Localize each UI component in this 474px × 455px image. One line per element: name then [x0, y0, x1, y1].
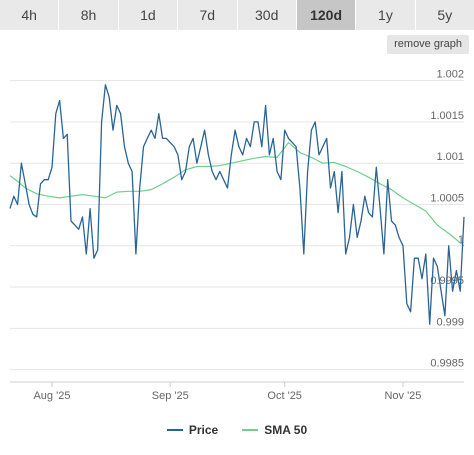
y-tick-label: 1.001: [436, 151, 464, 163]
legend-swatch: [166, 429, 183, 431]
tab-120d[interactable]: 120d: [296, 0, 357, 30]
y-tick-label: 1.002: [436, 69, 464, 81]
tab-8h[interactable]: 8h: [59, 0, 119, 30]
series-lines: [9, 84, 465, 325]
tab-4h[interactable]: 4h: [0, 0, 60, 30]
time-range-tabs: 4h 8h 1d 7d 30d 120d 1y 5y: [0, 0, 474, 30]
tab-1d[interactable]: 1d: [118, 0, 179, 30]
y-tick-label: 0.9985: [430, 358, 464, 370]
y-tick-label: 1.0015: [430, 110, 464, 122]
remove-graph-button[interactable]: remove graph: [387, 35, 469, 54]
x-tick-label: Sep '25: [152, 390, 189, 402]
x-tick-label: Aug '25: [33, 390, 70, 402]
x-tick-label: Nov '25: [384, 390, 421, 402]
legend-swatch: [242, 429, 259, 431]
y-tick-label: 1.0005: [430, 192, 464, 204]
price-series-line: [9, 84, 465, 325]
price-chart: 0.99850.9990.999511.00051.0011.00151.002…: [9, 69, 465, 402]
y-tick-label: 0.999: [436, 316, 464, 328]
legend-label: Price: [188, 423, 219, 437]
tab-1y[interactable]: 1y: [356, 0, 416, 30]
x-axis-ticks: Aug '25 Sep '25 Oct '25 Nov '25: [10, 381, 464, 402]
tab-30d[interactable]: 30d: [237, 0, 297, 30]
x-tick-label: Oct '25: [267, 390, 302, 402]
y-tick-label: 1: [458, 234, 464, 246]
sma-50-series-line: [9, 142, 465, 247]
tab-5y[interactable]: 5y: [415, 0, 474, 30]
chart-legend: Price SMA 50: [0, 421, 474, 439]
legend-item-sma-50[interactable]: SMA 50: [242, 421, 307, 439]
legend-label: SMA 50: [264, 423, 308, 437]
tab-7d[interactable]: 7d: [178, 0, 238, 30]
legend-item-price[interactable]: Price: [166, 421, 219, 439]
